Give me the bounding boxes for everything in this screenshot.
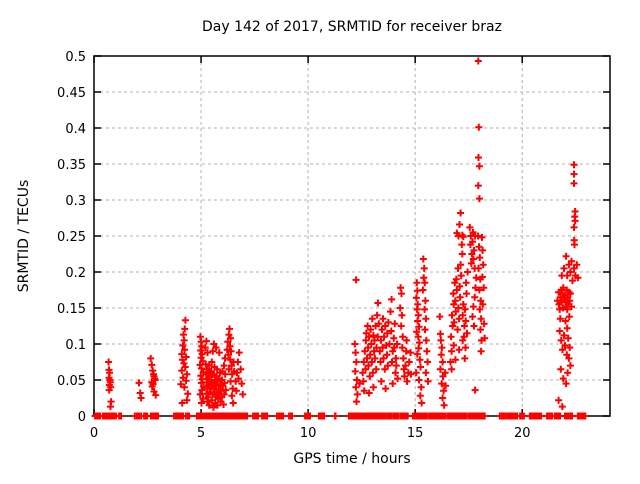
y-tick-labels: 0 0.05 0.1 0.15 0.2 0.25 0.3 0.35 0.4 0.45 0.5 xyxy=(57,50,86,425)
y-tick-label: 0.15 xyxy=(57,302,86,317)
x-tick-label: 5 xyxy=(197,426,205,441)
y-tick-label: 0.5 xyxy=(65,50,86,65)
x-tick-label: 10 xyxy=(300,426,317,441)
x-tick-label: 0 xyxy=(90,426,98,441)
y-axis-label: SRMTID / TECUs xyxy=(16,180,32,293)
gridlines xyxy=(94,56,610,416)
y-tick-label: 0.45 xyxy=(57,86,86,101)
y-tick-label: 0.1 xyxy=(65,338,86,353)
y-tick-label: 0.35 xyxy=(57,158,86,173)
x-tick-label: 20 xyxy=(514,426,531,441)
data-points xyxy=(91,57,589,420)
y-tick-label: 0 xyxy=(78,410,86,425)
x-tick-labels: 0 5 10 15 20 xyxy=(90,426,531,441)
chart-title: Day 142 of 2017, SRMTID for receiver bra… xyxy=(202,19,502,35)
y-tick-label: 0.4 xyxy=(65,122,86,137)
x-axis-label: GPS time / hours xyxy=(293,451,410,467)
y-tick-label: 0.2 xyxy=(65,266,86,281)
y-tick-label: 0.3 xyxy=(65,194,86,209)
y-tick-label: 0.05 xyxy=(57,374,86,389)
x-tick-label: 15 xyxy=(407,426,424,441)
y-tick-label: 0.25 xyxy=(57,230,86,245)
